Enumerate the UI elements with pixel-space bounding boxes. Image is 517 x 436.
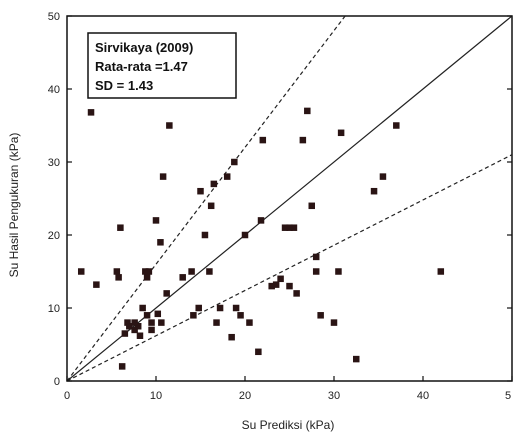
data-point [206, 268, 213, 275]
legend-sd: SD = 1.43 [95, 78, 153, 93]
data-point [335, 268, 342, 275]
data-point [241, 231, 249, 239]
data-point [304, 107, 311, 115]
data-point [195, 304, 202, 312]
data-point [148, 326, 155, 334]
data-point [210, 180, 218, 188]
data-point [131, 326, 138, 334]
y-tick-label: 30 [48, 157, 60, 169]
data-point [293, 290, 300, 297]
data-point [231, 158, 238, 166]
legend-box: Sirvikaya (2009) Rata-rata =1.47 SD = 1.… [87, 32, 237, 99]
data-point [290, 224, 298, 231]
y-tick-label: 10 [48, 303, 60, 315]
data-point [113, 268, 121, 275]
data-point [255, 348, 262, 356]
data-point [281, 224, 289, 231]
data-point [157, 239, 164, 246]
data-point [286, 224, 293, 231]
data-point [257, 217, 265, 224]
x-axis-title: Su Prediksi (kPa) [242, 418, 335, 432]
data-point [277, 275, 284, 283]
x-tick-label: 0 [64, 390, 70, 402]
data-point [131, 319, 138, 326]
data-point [126, 323, 133, 330]
data-point [152, 217, 160, 224]
x-tick-label: 40 [417, 390, 429, 402]
data-point [93, 281, 100, 288]
data-point [207, 202, 215, 210]
legend-source: Sirvikaya (2009) [95, 40, 193, 55]
data-point [437, 268, 445, 275]
data-point [246, 319, 253, 326]
y-tick-label: 0 [54, 376, 60, 388]
data-point [317, 312, 324, 319]
x-tick-label: 10 [150, 390, 162, 402]
y-axis-title: Su Hasil Pengukuran (kPa) [7, 133, 21, 278]
data-point [143, 312, 151, 319]
data-point [121, 330, 129, 337]
x-tick-label: 20 [239, 390, 251, 402]
data-point [145, 268, 153, 275]
data-point [330, 319, 338, 326]
data-point [188, 268, 195, 275]
data-point [370, 187, 378, 195]
data-point [228, 333, 235, 341]
data-point [223, 173, 231, 180]
data-point [158, 319, 165, 326]
data-point [166, 122, 173, 129]
y-tick-label: 50 [48, 11, 60, 23]
data-point [308, 202, 315, 210]
data-point [190, 312, 197, 319]
reference-lines [66, 15, 513, 382]
data-point [286, 282, 293, 290]
reference-line-lower [66, 154, 513, 382]
data-point [312, 253, 320, 261]
data-point [299, 136, 307, 144]
data-point [312, 268, 320, 275]
data-point [139, 304, 146, 312]
data-point [134, 323, 142, 330]
data-point [393, 122, 400, 129]
data-point [216, 304, 224, 312]
data-point [136, 332, 144, 339]
x-tick-label: 30 [328, 390, 340, 402]
plot-frame [66, 15, 513, 382]
data-point [379, 173, 387, 180]
data-points [77, 107, 445, 370]
data-point [259, 136, 267, 144]
legend-frame [87, 32, 237, 99]
data-point [201, 231, 209, 239]
data-point [117, 224, 124, 231]
data-point [159, 173, 167, 180]
data-point [353, 355, 360, 363]
data-point [142, 268, 149, 275]
data-point [232, 304, 240, 312]
legend-mean: Rata-rata =1.47 [95, 59, 188, 74]
data-point [272, 281, 280, 288]
data-point [118, 363, 126, 370]
data-point [163, 290, 170, 297]
data-point [268, 282, 275, 290]
x-axis-ticks: 0 10 20 30 40 5 [64, 376, 513, 402]
data-point [213, 319, 220, 326]
y-axis-ticks: 0 10 20 30 40 50 [48, 11, 512, 388]
data-point [87, 109, 95, 116]
data-point [77, 268, 85, 275]
data-point [237, 312, 244, 319]
reference-line-mean [66, 15, 513, 382]
data-point [148, 319, 155, 326]
data-point [179, 274, 186, 281]
data-point [143, 274, 151, 281]
data-point [154, 310, 162, 318]
data-point [115, 274, 122, 281]
y-tick-label: 40 [48, 84, 60, 96]
y-tick-label: 20 [48, 230, 60, 242]
data-point [124, 319, 131, 326]
data-point [337, 129, 345, 137]
x-tick-label: 5 [505, 390, 511, 402]
data-point [197, 187, 204, 195]
